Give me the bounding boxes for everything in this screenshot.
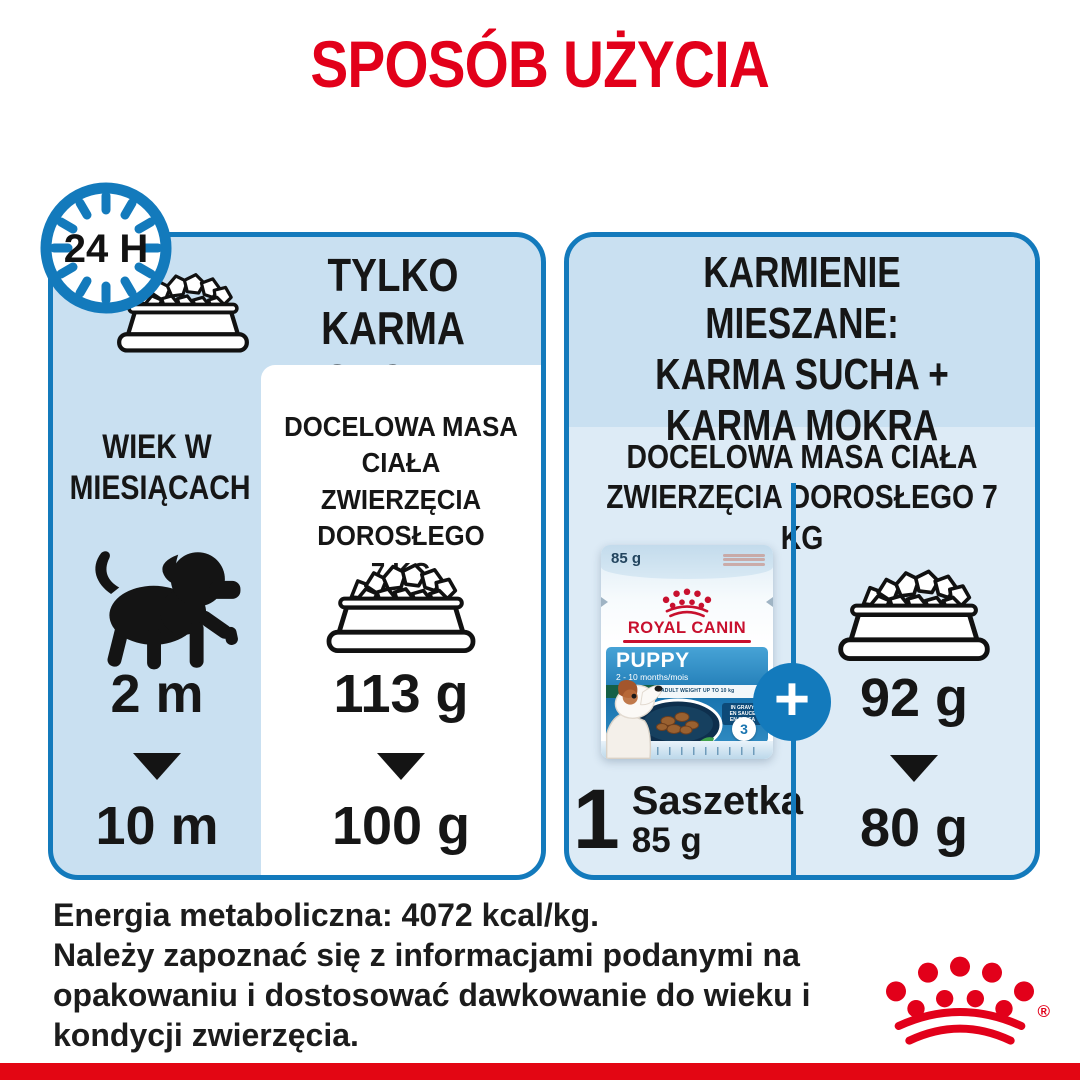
- pouch-ruler: [609, 747, 765, 755]
- pouch-brand-rule: [623, 640, 751, 643]
- arrow-down-icon: [53, 753, 261, 780]
- dry-title-line1: TYLKO: [327, 249, 459, 301]
- clock-icon: 24 H: [40, 182, 172, 314]
- dry-weight-line1: DOCELOWA MASA CIAŁA: [284, 411, 518, 479]
- clock-label: 24 H: [64, 227, 149, 271]
- mixed-amount-from: 92 g: [859, 668, 969, 728]
- wet-food-pouch: 85 g ROYAL CANIN PUPPY 2 - 10 months/moi…: [601, 545, 773, 759]
- mixed-title-line2: KARMA SUCHA +: [655, 350, 949, 400]
- footer-line4: kondycji zwierzęcia.: [53, 1017, 359, 1053]
- royal-canin-logo: ®: [872, 946, 1050, 1050]
- page-title-text: SPOSÓB UŻYCIA: [310, 27, 771, 101]
- pouch-age-range: 2 - 10 months/mois: [616, 672, 689, 682]
- pouch-weight-label: 85 g: [611, 550, 642, 567]
- gravy-line2: EN SAUCE: [729, 711, 756, 717]
- age-header-line1: WIEK W: [102, 428, 212, 466]
- dry-title-line2: KARMA: [321, 301, 465, 354]
- jack-russell-puppy-image: [605, 680, 663, 759]
- arrow-down-icon: [801, 755, 1027, 782]
- mixed-weight-line2: ZWIERZĘCIA DOROSŁEGO 7 KG: [606, 478, 998, 556]
- pouch-brand-name: ROYAL CANIN: [627, 619, 747, 637]
- footer-line1: Energia metaboliczna: 4072 kcal/kg.: [53, 897, 600, 933]
- bottom-red-bar: [0, 1063, 1080, 1080]
- sachet-count: 1: [573, 772, 620, 867]
- footer-line2: Należy zapoznać się z informacjami podan…: [53, 937, 800, 973]
- plus-sign: +: [773, 665, 811, 734]
- page-title: SPOSÓB UŻYCIA: [0, 26, 1080, 102]
- clock-24h-icon: 24 H: [28, 170, 184, 326]
- dry-amount-from: 113 g: [333, 664, 469, 724]
- sachet-weight: 85 g: [631, 821, 702, 860]
- arrow-down-icon: [261, 753, 541, 780]
- mixed-weight-line1: DOCELOWA MASA CIAŁA: [626, 438, 978, 475]
- footer-note: Energia metaboliczna: 4072 kcal/kg. Nale…: [53, 895, 853, 1055]
- dry-weight-line2: ZWIERZĘCIA DOROSŁEGO: [317, 483, 485, 552]
- mixed-amount-to: 80 g: [859, 798, 969, 858]
- mixed-panel-header-band: [569, 237, 1035, 427]
- pouch-fine-print: [723, 552, 765, 567]
- mixed-feeding-panel: KARMIENIE MIESZANE: KARMA SUCHA + KARMA …: [564, 232, 1040, 880]
- dry-feeding-panel: TYLKO KARMA SUCHA WIEK W MIESIĄCACH 2 m …: [48, 232, 546, 880]
- tear-notch-icon: [766, 597, 773, 607]
- sachet-caption: 1 Saszetka 85 g: [573, 772, 803, 867]
- mixed-weight-header: DOCELOWA MASA CIAŁA ZWIERZĘCIA DOROSŁEGO…: [569, 437, 1035, 558]
- pouch-top-band: [601, 545, 773, 579]
- sachet-label: Saszetka: [631, 779, 803, 823]
- kibble-bowl-icon: [313, 541, 489, 653]
- gravy-line1: IN GRAVY: [730, 705, 755, 711]
- mixed-panel-title: KARMIENIE MIESZANE: KARMA SUCHA + KARMA …: [569, 247, 1035, 451]
- pouch-stage-badge: 3: [732, 717, 756, 741]
- plus-circle-icon: +: [753, 663, 831, 741]
- royal-canin-crown-icon: [872, 946, 1048, 1050]
- age-header-line2: MIESIĄCACH: [69, 469, 251, 508]
- dry-amount-to: 100 g: [331, 796, 471, 856]
- registered-mark: ®: [1037, 1002, 1050, 1021]
- royal-canin-crown-icon: [659, 585, 715, 619]
- age-to: 10 m: [95, 796, 219, 856]
- age-from: 2 m: [110, 664, 204, 724]
- age-header: WIEK W MIESIĄCACH: [53, 427, 261, 510]
- mixed-title-line3: KARMA MOKRA: [665, 401, 939, 451]
- pouch-size-note: ADULT WEIGHT UP TO 10 kg: [658, 685, 768, 698]
- footer-line3: opakowaniu i dostosować dawkowanie do wi…: [53, 977, 811, 1013]
- pouch-product-name: PUPPY: [616, 649, 690, 672]
- puppy-silhouette-icon: [75, 533, 247, 673]
- mixed-title-line1: KARMIENIE MIESZANE:: [703, 248, 901, 349]
- kibble-bowl-icon: [824, 547, 1004, 661]
- tear-notch-icon: [601, 597, 608, 607]
